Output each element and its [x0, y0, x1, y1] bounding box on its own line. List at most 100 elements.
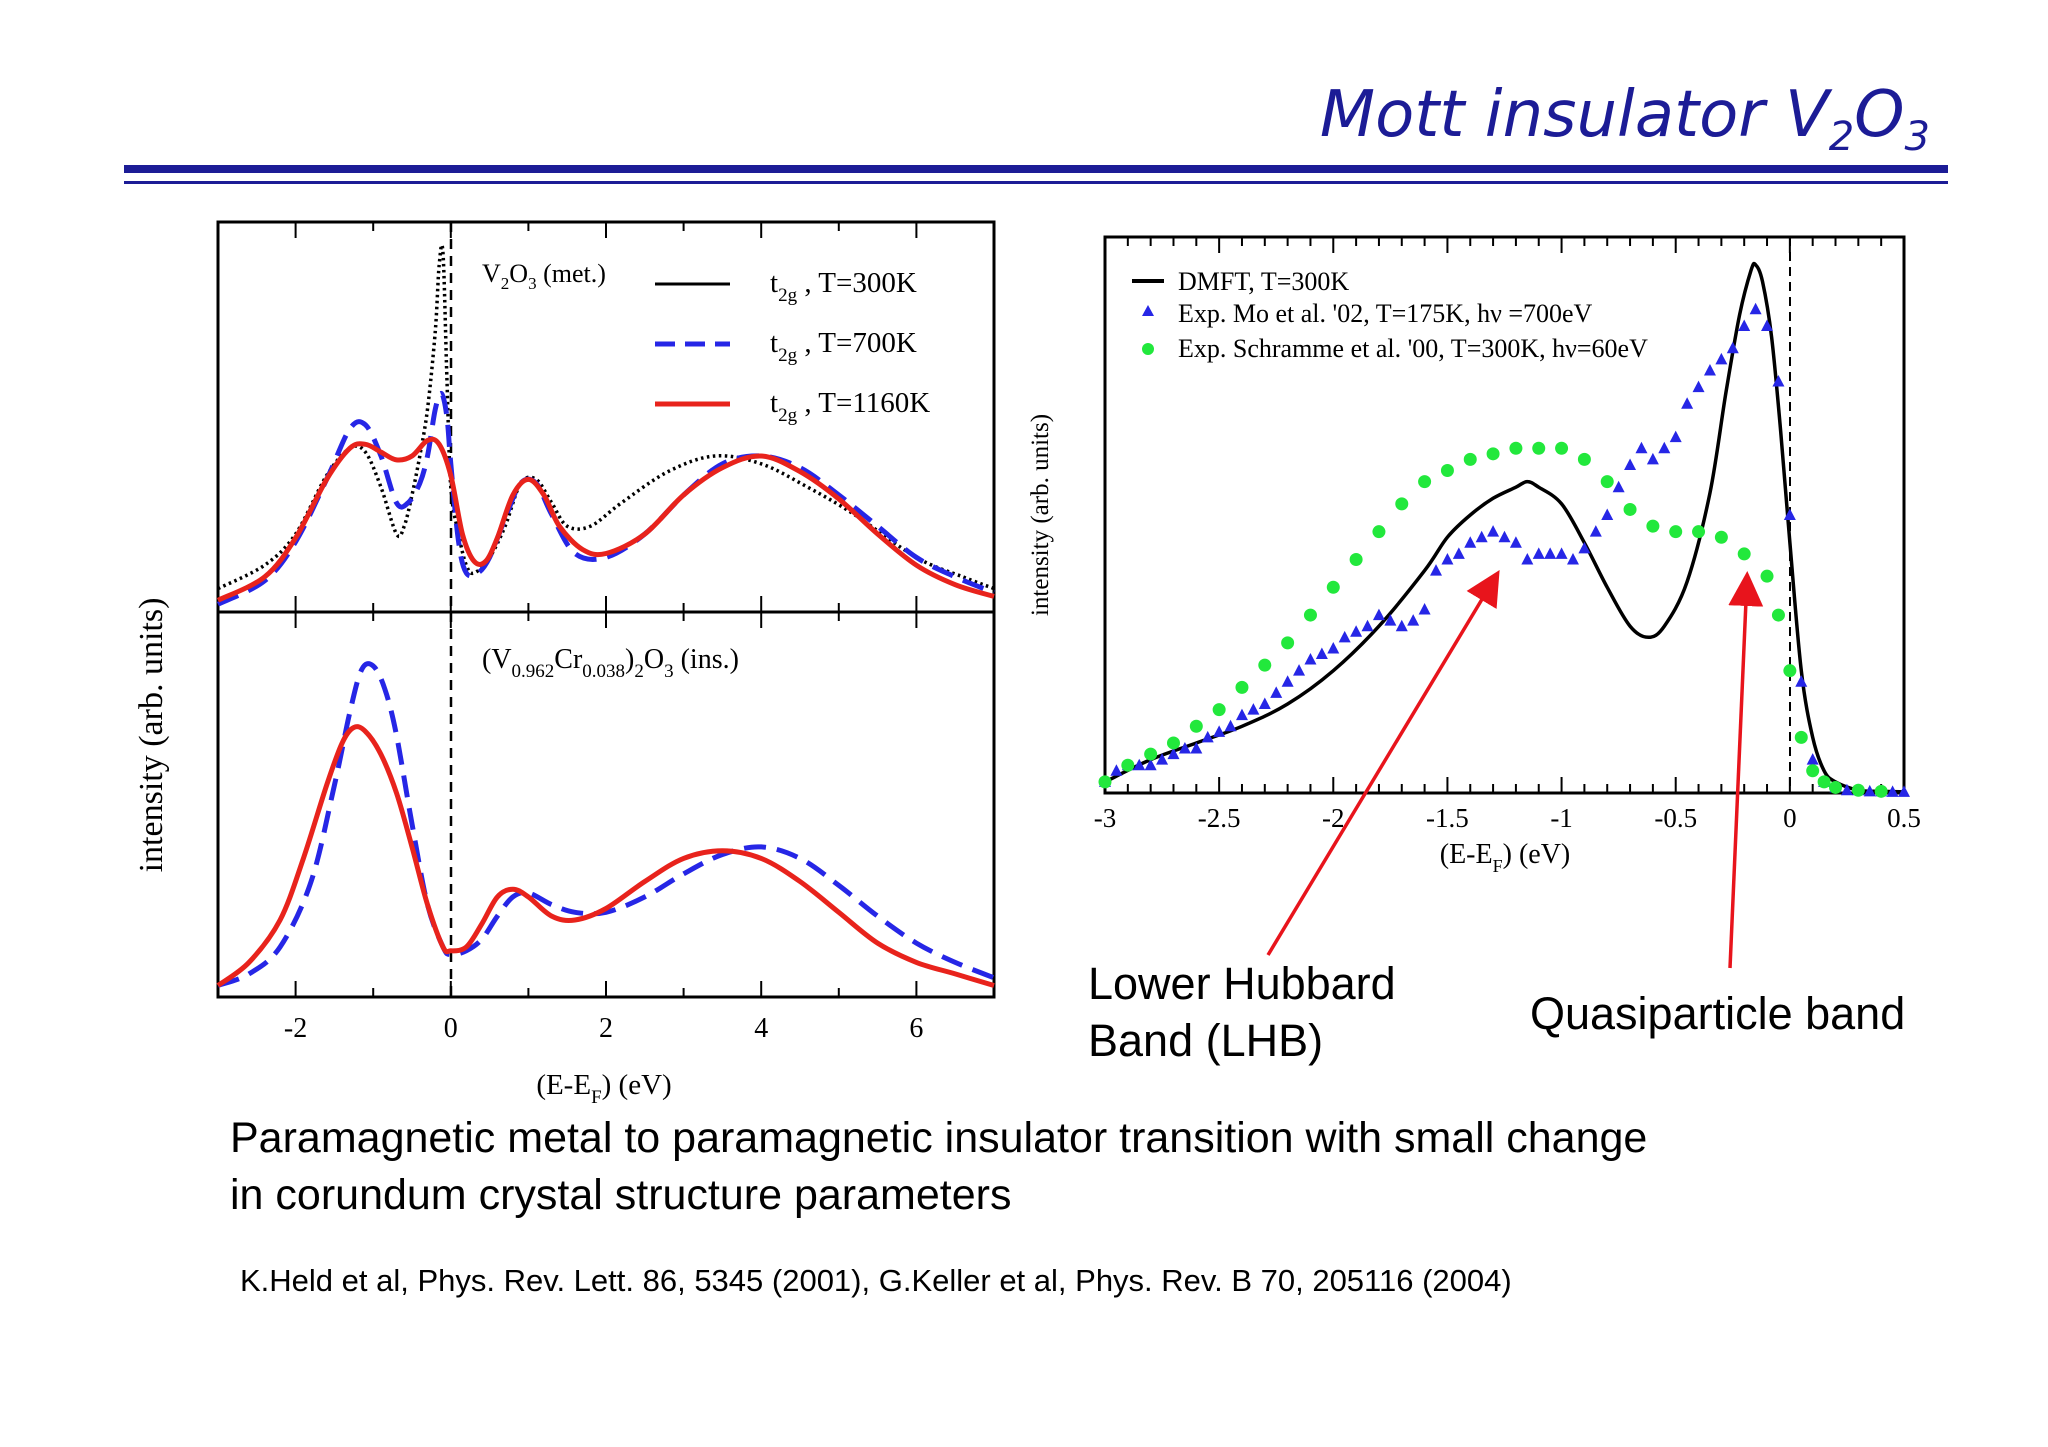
data-point-circle	[1189, 719, 1203, 733]
data-point-triangle	[1201, 730, 1214, 743]
data-point-triangle	[1338, 630, 1351, 643]
data-point-triangle	[1350, 625, 1363, 637]
data-point-triangle	[1578, 541, 1591, 554]
x-tick-label: -2	[1322, 803, 1345, 833]
data-point-circle	[1829, 780, 1843, 794]
x-tick-label: 6	[909, 1013, 923, 1044]
data-point-triangle	[1544, 547, 1557, 559]
qp-arrow	[1728, 571, 1764, 969]
data-point-circle	[1760, 569, 1774, 583]
data-point-triangle	[1190, 742, 1203, 754]
legend-label-dmft: DMFT, T=300K	[1178, 267, 1349, 296]
x-tick-label: 0.5	[1887, 803, 1921, 833]
data-point-triangle	[1715, 352, 1728, 365]
data-point-triangle	[1669, 430, 1682, 443]
data-point-circle	[1326, 580, 1340, 594]
data-point-triangle	[1384, 614, 1397, 626]
left-xlabel: (E-EF) (eV)	[536, 1069, 671, 1108]
data-point-circle	[1303, 608, 1317, 622]
right-tick-labels: -3 -2.5 -2 -1.5 -1 -0.5 0 0.5	[1094, 803, 1921, 833]
right-panel-frame	[1103, 235, 1906, 795]
data-point-triangle	[1452, 547, 1465, 559]
data-point-triangle	[1270, 686, 1283, 698]
series-line-0	[1104, 261, 1905, 794]
data-point-triangle	[1624, 458, 1637, 470]
bottom-panel: (V0.962Cr0.038)2O3 (ins.) -2 0 2 4 6 (E-EF) …	[216, 610, 996, 1108]
legend-label-mo: Exp. Mo et al. '02, T=175K, hν =700eV	[1178, 299, 1593, 328]
data-point-triangle	[1806, 753, 1819, 765]
data-point-triangle	[1692, 380, 1705, 393]
data-point-triangle	[1635, 441, 1648, 454]
data-point-triangle	[1258, 697, 1271, 710]
legend-swatch-mo	[1142, 305, 1154, 316]
data-point-circle	[1577, 452, 1591, 466]
x-tick-label: -3	[1094, 803, 1117, 833]
data-point-circle	[1874, 784, 1888, 798]
legend-label-300k: t2g , T=300K	[770, 267, 917, 306]
data-point-circle	[1669, 525, 1683, 539]
series-line-1	[216, 390, 995, 607]
data-point-circle	[1794, 730, 1808, 744]
x-tick-label: -0.5	[1654, 803, 1697, 833]
reference-citation: K.Held et al, Phys. Rev. Lett. 86, 5345 …	[240, 1263, 1512, 1298]
series-line-2	[216, 436, 995, 603]
data-point-triangle	[1509, 536, 1522, 548]
data-point-triangle	[1315, 647, 1328, 659]
data-point-circle	[1144, 747, 1158, 761]
right-xlabel: (E-EF) (eV)	[1440, 839, 1571, 876]
data-point-triangle	[1738, 319, 1751, 331]
data-point-circle	[1623, 502, 1637, 516]
legend-label-schramme: Exp. Schramme et al. '00, T=300K, hν=60e…	[1178, 334, 1648, 363]
x-tick-label: -2	[284, 1013, 307, 1044]
data-point-circle	[1600, 475, 1614, 489]
data-point-triangle	[1327, 641, 1340, 654]
data-point-triangle	[1726, 341, 1739, 354]
data-point-triangle	[1430, 564, 1443, 576]
data-point-circle	[1418, 475, 1432, 489]
top-series-group	[216, 243, 995, 607]
data-point-circle	[1166, 736, 1180, 750]
quasiparticle-callout: Quasiparticle band	[1530, 988, 1906, 1039]
left-ylabel: intensity (arb. units)	[133, 598, 170, 873]
data-point-triangle	[1144, 758, 1157, 771]
data-point-circle	[1509, 441, 1523, 455]
top-panel: V2O3 (met.) t2g , T=300K t2g , T=700K t2…	[216, 220, 996, 614]
data-point-triangle	[1566, 552, 1579, 565]
x-tick-label: 0	[444, 1013, 458, 1044]
data-point-triangle	[1178, 742, 1191, 754]
data-point-triangle	[1281, 675, 1294, 687]
data-point-triangle	[1407, 614, 1420, 626]
data-point-circle	[1806, 764, 1820, 778]
slide-title: Mott insulator V2O3	[1319, 78, 1930, 160]
data-point-triangle	[1532, 547, 1545, 559]
data-point-triangle	[1772, 375, 1785, 387]
data-point-circle	[1258, 658, 1272, 672]
lhb-arrow	[1266, 570, 1500, 956]
data-point-circle	[1463, 452, 1477, 466]
series-line-0	[217, 661, 995, 988]
data-point-triangle	[1395, 619, 1408, 632]
lhb-callout-line1: Lower Hubbard	[1088, 958, 1396, 1009]
data-point-circle	[1372, 525, 1386, 539]
data-point-triangle	[1749, 302, 1762, 315]
data-point-circle	[1714, 530, 1728, 544]
left-figure: intensity (arb. units) V2O3 (met.) t2g ,…	[133, 220, 996, 1108]
x-tick-label: 0	[1783, 803, 1797, 833]
x-tick-label: -1.5	[1426, 803, 1469, 833]
data-point-triangle	[1840, 783, 1853, 796]
data-point-triangle	[1293, 664, 1306, 676]
data-point-triangle	[1601, 508, 1614, 520]
series-line-1	[216, 724, 995, 988]
lhb-callout: Lower Hubbard Band (LHB)	[1088, 955, 1396, 1069]
data-point-circle	[1098, 775, 1112, 789]
right-series-group	[1098, 261, 1910, 798]
data-point-circle	[1771, 608, 1785, 622]
data-point-circle	[1395, 497, 1409, 511]
data-point-triangle	[1167, 747, 1180, 760]
bottom-annotation: (V0.962Cr0.038)2O3 (ins.)	[482, 644, 739, 682]
data-point-triangle	[1589, 525, 1602, 537]
data-point-circle	[1440, 464, 1454, 478]
right-ylabel: intensity (arb. units)	[1027, 414, 1054, 616]
data-point-triangle	[1304, 653, 1317, 665]
right-figure: intensity (arb. units) DMFT, T=300K Exp.…	[1027, 235, 1921, 876]
